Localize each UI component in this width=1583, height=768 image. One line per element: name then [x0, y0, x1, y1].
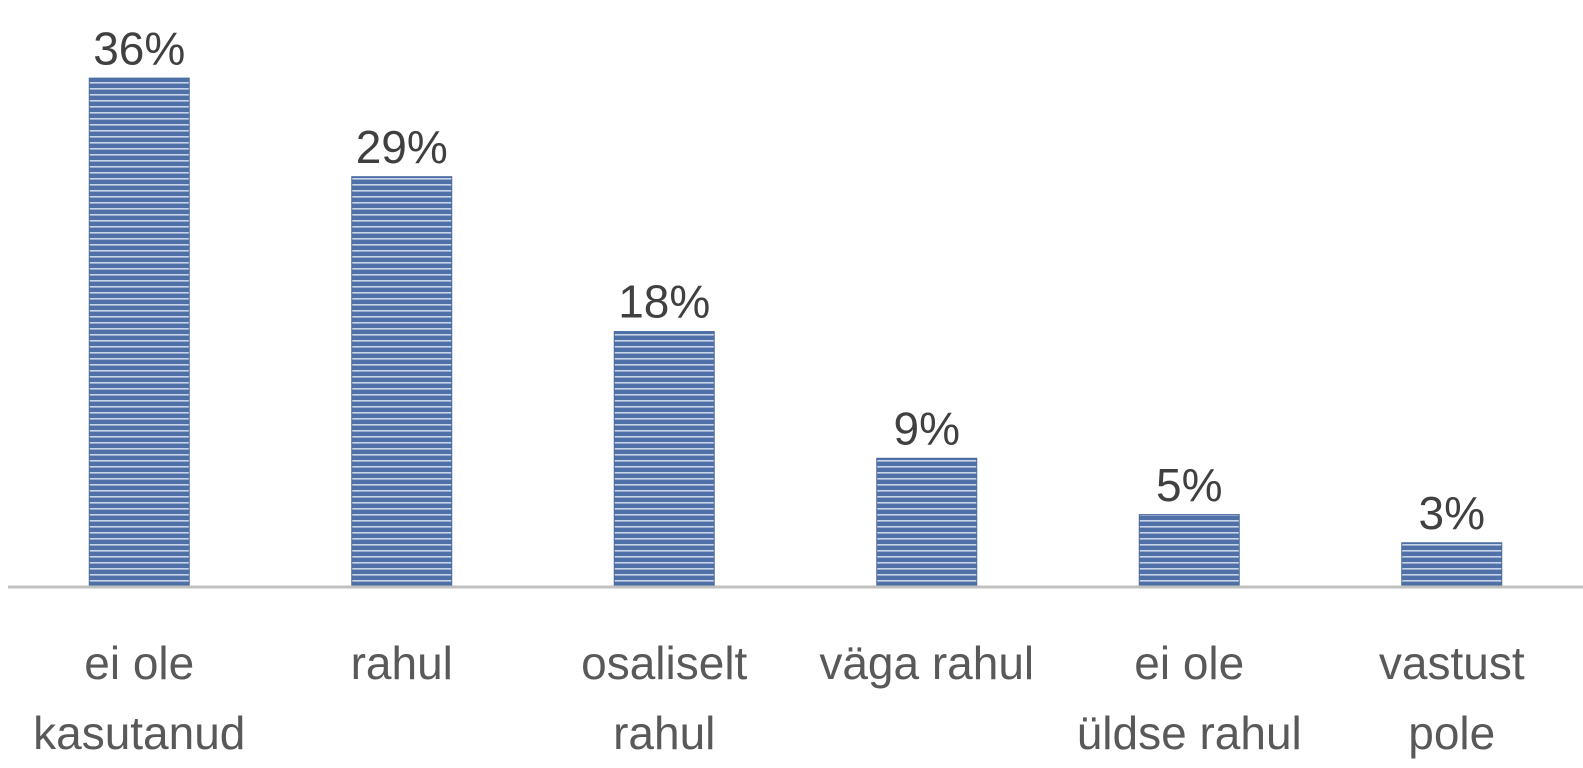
value-label: 5%	[1156, 459, 1222, 511]
x-tick-label: rahul	[350, 637, 453, 689]
x-tick-label: ei ole kasutanud	[33, 637, 246, 759]
x-tick-label: vastust pole	[1378, 637, 1525, 759]
x-tick-label: osaliselt rahul	[581, 637, 748, 759]
value-label: 29%	[356, 121, 448, 173]
bar	[876, 457, 978, 586]
value-label: 3%	[1419, 487, 1485, 539]
bar	[613, 331, 715, 586]
bar	[1401, 542, 1503, 586]
bar	[351, 176, 453, 586]
x-tick-label: väga rahul	[819, 637, 1035, 689]
bar	[1138, 514, 1240, 586]
value-label: 18%	[618, 276, 710, 328]
bar	[88, 77, 190, 586]
x-tick-label: ei ole üldse rahul	[1076, 637, 1302, 759]
value-label: 9%	[894, 402, 960, 454]
value-label: 36%	[93, 22, 185, 74]
